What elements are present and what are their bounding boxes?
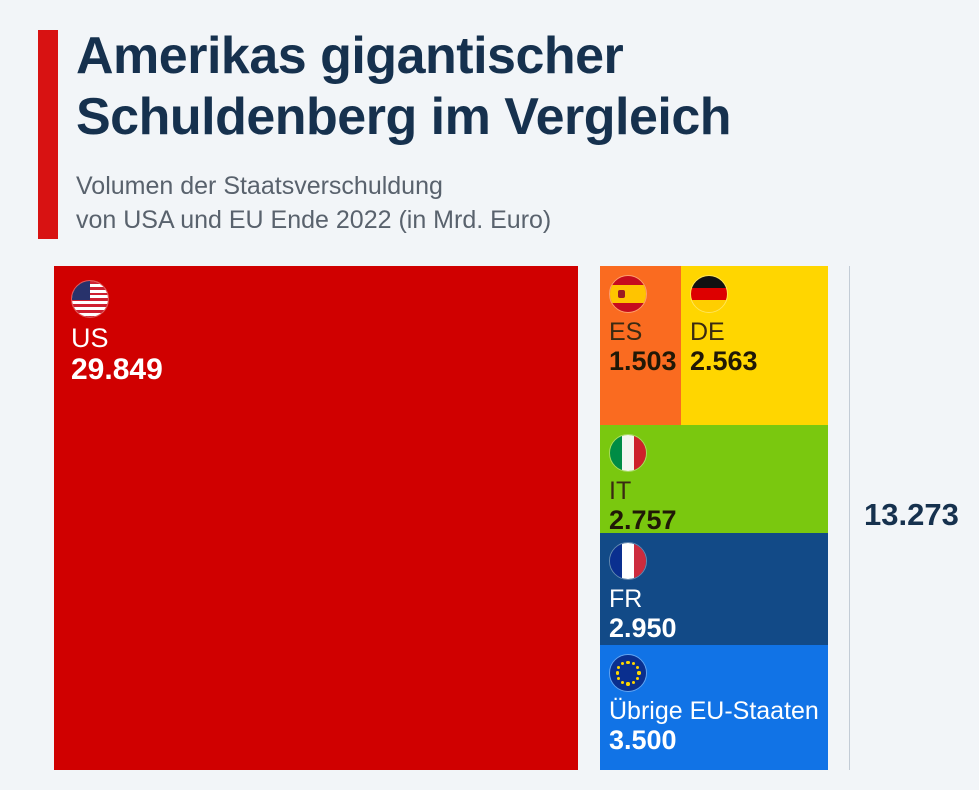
eu-flag-icon [609,654,647,692]
title-line-2: Schuldenberg im Vergleich [76,88,732,147]
de-block-label: DE [690,318,725,346]
italy-flag-icon [609,434,647,472]
fr-block-label: FR [609,585,643,613]
france-flag-icon [609,542,647,580]
treemap-block-fr: FR 2.950 [600,533,828,645]
eu-rest-block-label: Übrige EU-Staaten [609,697,819,725]
subtitle-line-1: Volumen der Staatsverschuldung [76,172,443,200]
eu-total-value: 13.273 [864,497,959,532]
us-block-content: US 29.849 [71,280,163,387]
it-block-value: 2.757 [609,505,677,533]
subtitle-line-2: von USA und EU Ende 2022 (in Mrd. Euro) [76,205,552,234]
us-block-value: 29.849 [71,353,163,387]
title-line-1: Amerikas gigantischer [76,27,624,85]
treemap-block-de: DE 2.563 [681,266,828,425]
treemap-block-es: ES 1.503 [600,266,681,425]
us-flag-icon [71,280,109,318]
eu-row-rest: Übrige EU-Staaten 3.500 [600,645,828,770]
eu-row-es-de: ES 1.503 DE 2.563 [600,266,828,425]
eu-row-it: IT 2.757 [600,425,828,533]
treemap-group-eu: ES 1.503 DE 2.563 [600,266,828,770]
treemap-block-it: IT 2.757 [600,425,828,533]
it-block-label: IT [609,477,632,505]
de-block-value: 2.563 [690,346,758,376]
eu-total-bracket [849,266,850,770]
title-accent-bar [38,30,58,239]
fr-block-value: 2.950 [609,613,677,643]
es-block-value: 1.503 [609,346,677,376]
treemap-block-eu-rest: Übrige EU-Staaten 3.500 [600,645,828,770]
es-block-label: ES [609,318,643,346]
germany-flag-icon [690,275,728,313]
treemap-block-us: US 29.849 [54,266,578,770]
eu-rest-block-value: 3.500 [609,725,677,755]
spain-flag-icon [609,275,647,313]
page-title: Amerikas gigantischer Schuldenberg im Ve… [76,26,876,149]
eu-row-fr: FR 2.950 [600,533,828,645]
us-block-label: US [71,323,109,353]
page-subtitle: Volumen der Staatsverschuldung von USA u… [76,170,836,238]
